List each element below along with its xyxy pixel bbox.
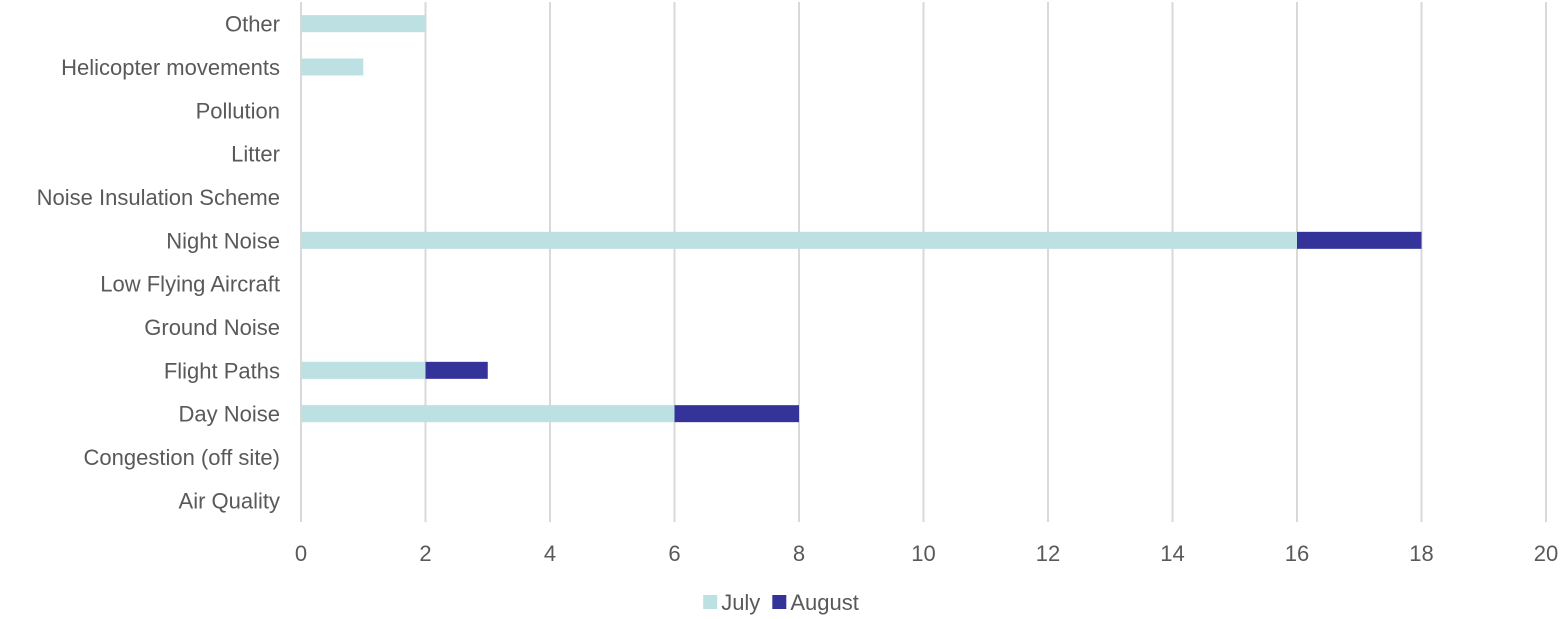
category-label-noise-insulation-scheme: Noise Insulation Scheme: [37, 185, 280, 210]
category-label-litter: Litter: [231, 142, 280, 167]
bar-august-flight-paths: [425, 361, 488, 379]
category-label-air-quality: Air Quality: [179, 488, 280, 513]
legend-label-august: August: [790, 590, 859, 615]
category-label-other: Other: [225, 12, 280, 37]
x-tick-label-0: 0: [295, 541, 307, 566]
category-label-flight-paths: Flight Paths: [164, 358, 280, 383]
x-tick-label-2: 2: [419, 541, 431, 566]
bar-august-day-noise: [674, 405, 799, 423]
x-tick-label-20: 20: [1534, 541, 1558, 566]
legend-swatch-july: [703, 595, 718, 609]
bar-july-helicopter-movements: [301, 58, 364, 76]
gridlines: [300, 2, 1547, 522]
bar-july-other: [301, 15, 426, 33]
category-label-pollution: Pollution: [196, 98, 280, 123]
x-tick-label-14: 14: [1160, 541, 1184, 566]
legend-label-july: July: [721, 590, 760, 615]
x-tick-label-16: 16: [1285, 541, 1309, 566]
legend-swatch-august: [772, 595, 787, 609]
category-label-helicopter-movements: Helicopter movements: [61, 55, 280, 80]
bars: [301, 15, 1422, 423]
x-tick-label-18: 18: [1409, 541, 1433, 566]
category-label-night-noise: Night Noise: [166, 228, 280, 253]
category-label-day-noise: Day Noise: [179, 402, 280, 427]
x-tick-label-12: 12: [1036, 541, 1060, 566]
category-label-congestion-off-site: Congestion (off site): [84, 445, 280, 470]
x-tick-label-8: 8: [793, 541, 805, 566]
bar-july-day-noise: [301, 405, 675, 423]
bar-july-night-noise: [301, 231, 1297, 249]
x-tick-label-4: 4: [544, 541, 556, 566]
x-axis-tick-labels: 0 2 4 6 8 10 12 14 16 18 20: [295, 541, 1558, 566]
category-label-ground-noise: Ground Noise: [144, 315, 280, 340]
category-labels: Other Helicopter movements Pollution Litter…: [37, 12, 280, 514]
x-tick-label-6: 6: [668, 541, 680, 566]
bar-august-night-noise: [1297, 231, 1422, 249]
category-label-low-flying-aircraft: Low Flying Aircraft: [100, 272, 280, 297]
bar-july-flight-paths: [301, 361, 426, 379]
legend: July August: [703, 590, 859, 615]
x-tick-label-10: 10: [911, 541, 935, 566]
